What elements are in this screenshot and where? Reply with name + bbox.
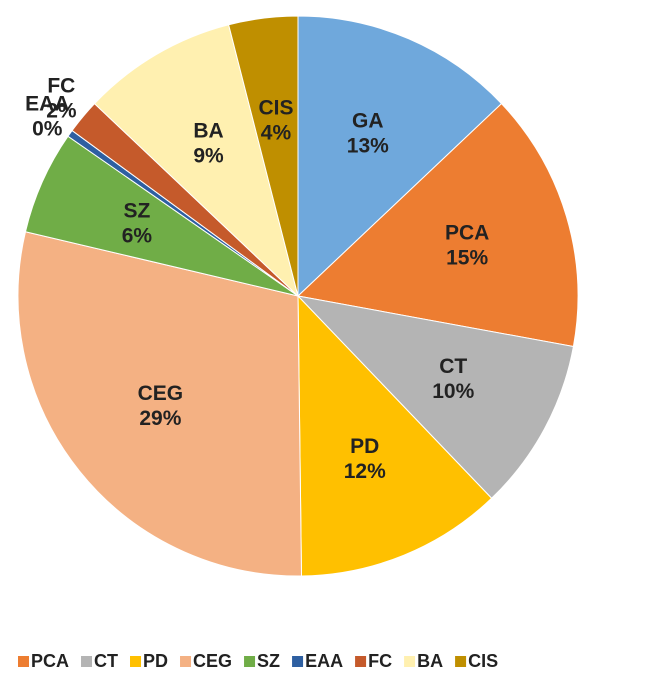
- slice-value: 6%: [122, 225, 153, 248]
- pie-slice: [297, 294, 493, 577]
- slice-label: CEG: [138, 382, 184, 405]
- legend-swatch: [292, 656, 304, 667]
- pie-slice: [17, 231, 303, 577]
- legend-label: CT: [94, 651, 118, 671]
- legend-swatch: [244, 656, 256, 667]
- legend-label: EAA: [305, 651, 343, 671]
- legend-swatch: [81, 656, 93, 667]
- legend-label: FC: [368, 651, 392, 671]
- legend-label: BA: [417, 651, 443, 671]
- legend-swatch: [404, 656, 416, 667]
- legend-swatch: [355, 656, 367, 667]
- slice-value: 2%: [46, 99, 77, 122]
- legend-label: CIS: [468, 651, 498, 671]
- slice-value: 4%: [261, 122, 292, 145]
- slice-label: SZ: [123, 200, 150, 223]
- slice-label: EAA: [25, 93, 69, 116]
- slice-value: 15%: [446, 246, 488, 269]
- slice-value: 0%: [32, 118, 63, 141]
- slice-label: CT: [439, 355, 467, 378]
- legend-swatch: [18, 656, 29, 667]
- slice-value: 10%: [432, 380, 474, 403]
- slice-label: BA: [193, 120, 223, 143]
- legend-swatch: [180, 656, 192, 667]
- slice-value: 12%: [344, 460, 386, 483]
- pie-slice: [228, 15, 299, 297]
- pie-slice: [93, 24, 299, 298]
- slice-value: 13%: [347, 135, 389, 158]
- pie-slice: [296, 102, 579, 348]
- slice-label: PCA: [445, 221, 489, 244]
- pie-slice: [297, 15, 503, 298]
- slice-label: GA: [352, 110, 384, 133]
- legend-label: SZ: [257, 651, 280, 671]
- slice-value: 29%: [139, 407, 181, 430]
- legend-label: PCA: [31, 651, 69, 671]
- legend-swatch: [455, 656, 467, 667]
- slice-label: CIS: [258, 97, 293, 120]
- slice-label: FC: [47, 74, 75, 97]
- legend-label: CEG: [193, 651, 232, 671]
- slice-value: 9%: [193, 145, 224, 168]
- legend-label: PD: [143, 651, 168, 671]
- legend-swatch: [130, 656, 142, 667]
- pie-slice: [296, 295, 574, 499]
- slice-label: PD: [350, 435, 379, 458]
